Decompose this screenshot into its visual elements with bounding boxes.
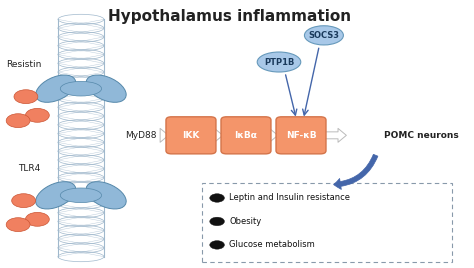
FancyArrowPatch shape [269,128,278,142]
Circle shape [26,212,49,226]
Text: SOCS3: SOCS3 [309,31,339,40]
FancyArrowPatch shape [214,128,223,142]
Circle shape [12,194,36,208]
Ellipse shape [60,188,101,203]
Text: IκBα: IκBα [235,131,257,140]
Circle shape [6,114,30,128]
Circle shape [210,194,224,202]
Text: Hypothalamus inflammation: Hypothalamus inflammation [109,9,352,24]
Text: NF-κB: NF-κB [286,131,316,140]
Ellipse shape [304,26,343,45]
Text: PTP1B: PTP1B [264,58,294,66]
Circle shape [210,241,224,249]
Ellipse shape [36,182,76,209]
FancyArrowPatch shape [160,128,168,142]
FancyBboxPatch shape [166,117,216,154]
Text: POMC neurons: POMC neurons [383,131,458,140]
Text: Obesity: Obesity [229,217,261,226]
Ellipse shape [36,75,76,102]
Text: Glucose metabolism: Glucose metabolism [229,240,315,250]
Circle shape [26,108,49,122]
FancyArrowPatch shape [334,154,378,189]
Circle shape [210,217,224,226]
Text: Resistin: Resistin [6,60,41,69]
Circle shape [14,90,38,104]
Ellipse shape [86,182,126,209]
Ellipse shape [257,52,301,72]
Ellipse shape [60,81,101,96]
Text: MyD88: MyD88 [125,131,156,140]
FancyBboxPatch shape [221,117,271,154]
Circle shape [6,218,30,232]
Ellipse shape [86,75,126,102]
Text: Leptin and Insulin resistance: Leptin and Insulin resistance [229,193,350,203]
FancyBboxPatch shape [276,117,326,154]
Text: IKK: IKK [182,131,200,140]
Text: TLR4: TLR4 [18,164,40,173]
FancyArrowPatch shape [324,128,346,142]
FancyBboxPatch shape [202,183,452,262]
